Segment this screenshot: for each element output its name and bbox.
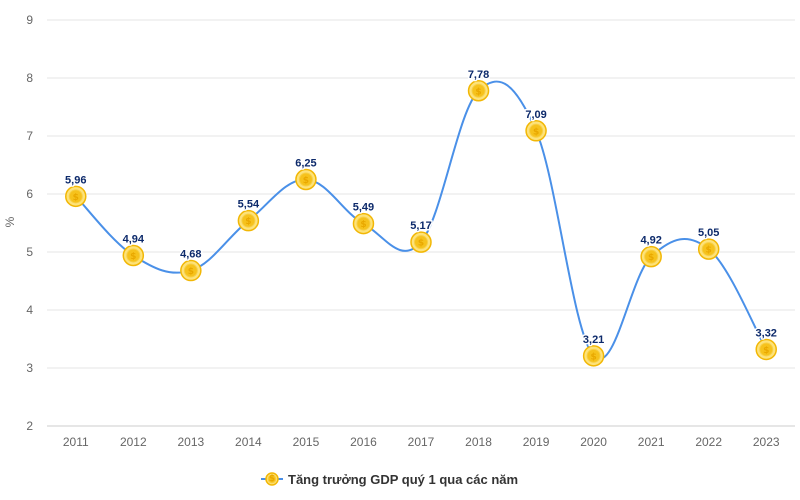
x-tick-label: 2013 — [177, 435, 204, 449]
coin-icon: $ — [65, 185, 87, 208]
legend-coin-icon: $ — [265, 472, 279, 486]
data-label: 3,21 — [583, 334, 604, 346]
svg-text:$: $ — [360, 220, 366, 230]
data-label: 5,96 — [65, 174, 86, 186]
data-label: 4,94 — [123, 233, 145, 245]
svg-text:$: $ — [648, 253, 654, 263]
coin-icon: $ — [237, 209, 260, 232]
data-label: 4,92 — [640, 235, 661, 247]
svg-text:$: $ — [245, 217, 251, 227]
y-tick-label: 2 — [26, 419, 33, 433]
coin-icon: $ — [640, 245, 662, 268]
x-tick-label: 2011 — [63, 435, 89, 449]
legend[interactable]: $ Tăng trưởng GDP quý 1 qua các năm — [261, 472, 518, 487]
y-tick-label: 4 — [26, 303, 33, 317]
svg-text:$: $ — [590, 352, 596, 362]
svg-text:$: $ — [763, 346, 769, 356]
legend-label: Tăng trưởng GDP quý 1 qua các năm — [288, 472, 518, 487]
coin-icon: $ — [467, 80, 490, 102]
y-tick-label: 8 — [26, 71, 33, 85]
x-tick-label: 2022 — [695, 435, 722, 449]
data-label: 5,17 — [410, 220, 431, 232]
coin-icon: $ — [295, 168, 317, 191]
coin-icon: $ — [525, 120, 547, 142]
data-label: 5,54 — [238, 199, 260, 211]
x-tick-label: 2021 — [638, 435, 665, 449]
y-axis: 2 3 4 5 6 7 8 9 — [26, 13, 33, 433]
grid-lines — [47, 19, 795, 427]
x-tick-label: 2015 — [293, 435, 320, 449]
data-label: 7,09 — [525, 109, 546, 121]
y-tick-label: 5 — [26, 245, 33, 259]
y-tick-label: 9 — [26, 13, 33, 27]
coin-icon: $ — [697, 238, 720, 260]
svg-text:$: $ — [706, 246, 712, 256]
x-tick-label: 2017 — [408, 435, 435, 449]
svg-text:$: $ — [188, 267, 194, 277]
x-tick-label: 2018 — [465, 435, 492, 449]
coin-icon: $ — [582, 345, 605, 367]
coin-icon: $ — [180, 259, 202, 282]
data-label: 4,68 — [180, 249, 201, 261]
svg-text:$: $ — [533, 127, 539, 137]
x-tick-label: 2012 — [120, 435, 147, 449]
data-label: 6,25 — [295, 158, 316, 170]
coin-icon: $ — [352, 212, 375, 235]
y-axis-title: % — [3, 216, 17, 227]
x-axis: 2011 2012 2013 2014 2015 2016 2017 2018 2019 2020… — [47, 425, 795, 449]
y-tick-label: 7 — [26, 129, 33, 143]
x-tick-label: 2019 — [523, 435, 550, 449]
y-tick-label: 6 — [26, 187, 33, 201]
data-label: 3,32 — [756, 327, 777, 339]
legend-coin: $ — [265, 472, 279, 486]
data-label: 5,49 — [353, 202, 374, 214]
svg-text:$: $ — [130, 252, 136, 262]
y-tick-label: 3 — [26, 361, 33, 375]
svg-text:$: $ — [73, 193, 79, 203]
svg-text:$: $ — [269, 474, 275, 484]
coin-icon: $ — [755, 338, 777, 361]
data-label: 5,05 — [698, 227, 719, 239]
x-tick-label: 2020 — [580, 435, 607, 449]
svg-text:$: $ — [475, 87, 481, 97]
x-tick-label: 2014 — [235, 435, 262, 449]
data-labels: 5,96 4,94 4,68 5,54 6,25 5,49 5,17 7,78 7,09 3,21… — [64, 67, 779, 347]
x-tick-label: 2023 — [753, 435, 780, 449]
svg-text:$: $ — [303, 176, 309, 186]
data-label: 7,78 — [468, 69, 489, 81]
data-markers: $ $ $ $ $ $ $ $ $ $ $ $ $ — [65, 80, 777, 367]
x-tick-label: 2016 — [350, 435, 377, 449]
coin-icon: $ — [122, 244, 145, 267]
coin-icon: $ — [410, 231, 432, 253]
svg-text:$: $ — [418, 239, 424, 249]
